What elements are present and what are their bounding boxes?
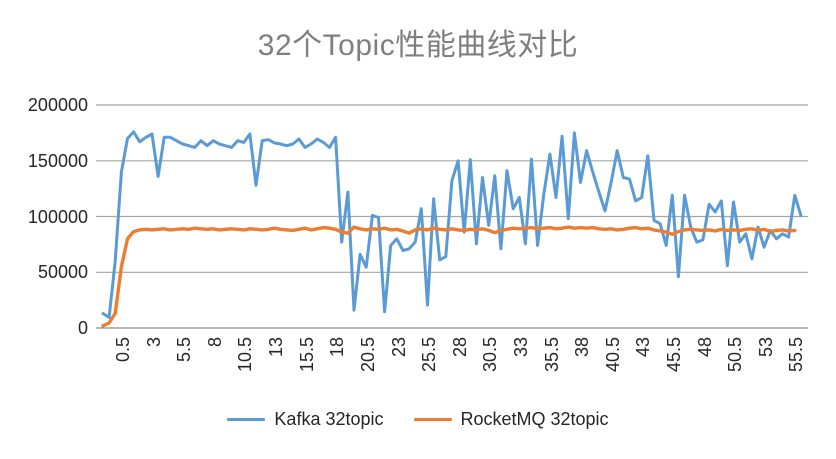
x-tick-label: 55.5 <box>786 337 807 373</box>
x-tick-label: 43 <box>633 337 654 358</box>
legend-label: RocketMQ 32topic <box>460 409 609 429</box>
legend-item: RocketMQ 32topic <box>413 409 609 430</box>
x-tick-label: 40.5 <box>602 337 623 373</box>
x-tick-label: 33 <box>510 337 531 358</box>
y-tick-label: 150000 <box>27 150 88 171</box>
x-tick-label: 18 <box>327 337 348 358</box>
legend-line-swatch <box>413 417 452 422</box>
y-tick-label: 200000 <box>27 95 88 115</box>
x-tick-label: 53 <box>755 337 776 358</box>
x-tick-label: 30.5 <box>480 337 501 373</box>
legend-label: Kafka 32topic <box>274 409 384 429</box>
x-tick-label: 10.5 <box>235 337 256 373</box>
x-tick-label: 3 <box>143 337 164 348</box>
x-tick-label: 5.5 <box>174 337 195 363</box>
y-tick-label: 100000 <box>27 206 88 227</box>
y-tick-label: 50000 <box>37 262 88 283</box>
x-tick-label: 50.5 <box>725 337 746 373</box>
legend-item: Kafka 32topic <box>227 409 384 430</box>
x-tick-label: 45.5 <box>664 337 684 373</box>
series-line-0 <box>101 130 803 319</box>
x-tick-label: 13 <box>266 337 286 358</box>
x-tick-label: 8 <box>204 337 225 348</box>
x-tick-label: 25.5 <box>419 337 440 373</box>
x-tick-label: 20.5 <box>357 337 378 373</box>
x-tick-label: 0.5 <box>113 337 133 363</box>
series-line-1 <box>101 225 797 328</box>
chart-title: 32个Topic性能曲线对比 <box>257 29 579 62</box>
x-tick-label: 23 <box>388 337 409 358</box>
x-tick-label: 15.5 <box>296 337 317 373</box>
x-tick-label: 38 <box>572 337 593 358</box>
legend: Kafka 32topic RocketMQ 32topic <box>0 409 836 430</box>
x-tick-label: 28 <box>449 337 470 358</box>
legend-line-swatch <box>227 417 266 422</box>
x-tick-label: 48 <box>694 337 715 358</box>
y-tick-label: 0 <box>77 318 88 338</box>
x-tick-label: 35.5 <box>541 337 562 373</box>
